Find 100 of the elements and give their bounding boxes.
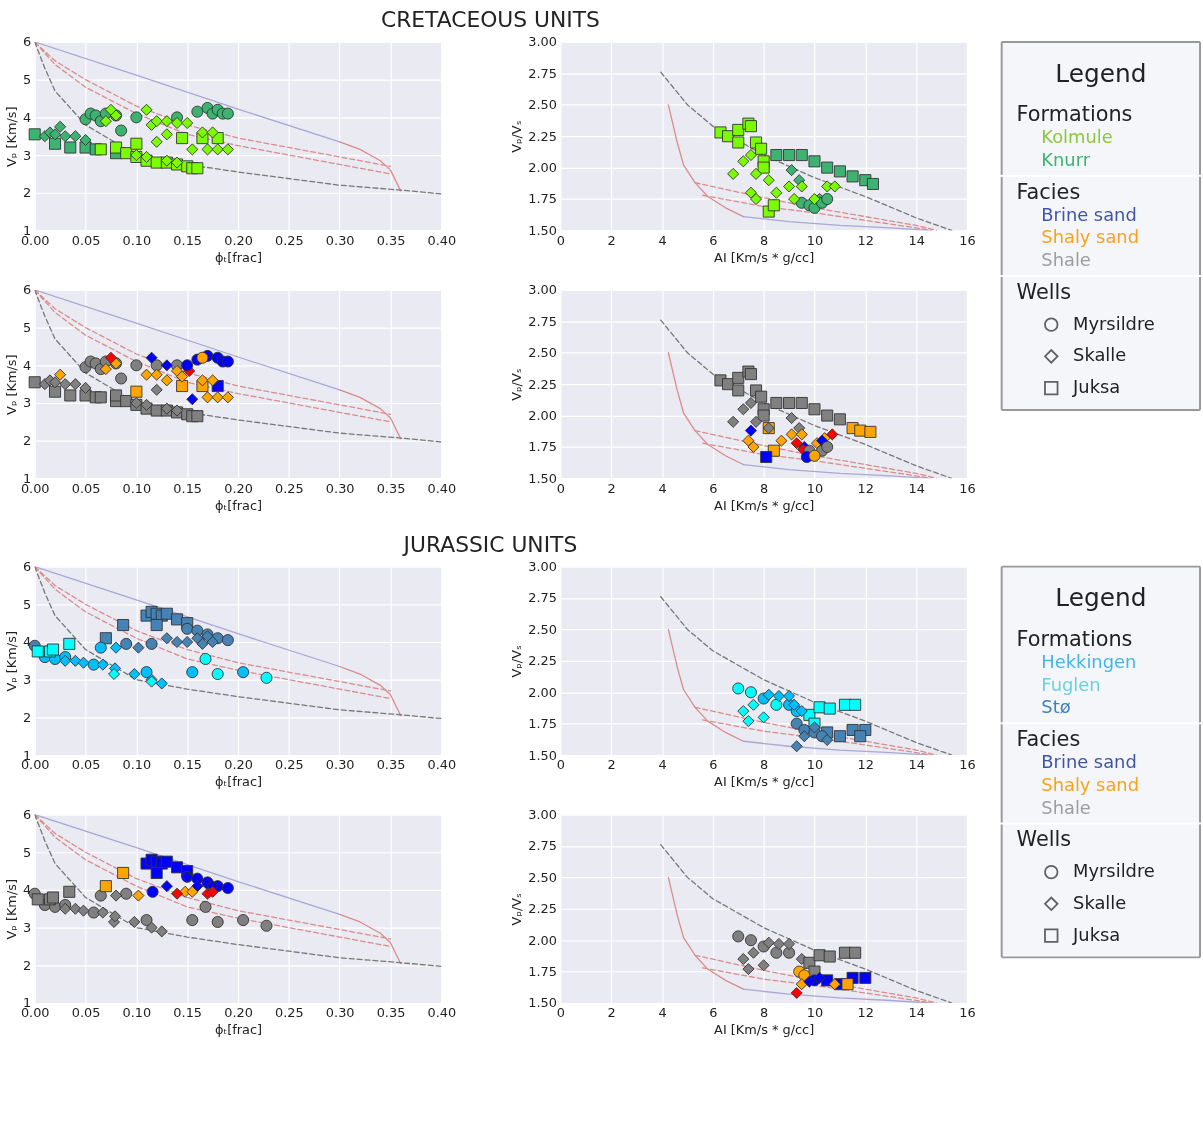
- x-axis-title: AI [Km/s * g/cc]: [714, 497, 815, 513]
- y-tick-label: 4: [23, 109, 32, 125]
- y-tick-label: 3: [23, 147, 32, 163]
- legend-label: Kolmule: [1041, 126, 1113, 148]
- legend-label: Skalle: [1073, 344, 1127, 366]
- y-tick-label: 2.00: [528, 684, 557, 700]
- y-tick-label: 1.50: [528, 222, 557, 238]
- legend-label: Shaly sand: [1041, 773, 1139, 795]
- y-tick-label: 1.75: [528, 439, 557, 455]
- x-tick-label: 0.30: [325, 757, 355, 773]
- y-tick-label: 3.00: [528, 807, 557, 823]
- x-tick-label: 12: [857, 232, 874, 248]
- text: Legend: [1055, 58, 1147, 88]
- y-tick-label: 1.75: [528, 964, 557, 980]
- y-tick-label: 2.50: [528, 345, 557, 361]
- x-tick-label: 0: [556, 232, 565, 248]
- y-tick-label: 2.75: [528, 838, 557, 854]
- y-tick-label: 6: [23, 282, 32, 298]
- x-tick-label: 2: [607, 480, 616, 496]
- x-tick-label: 0.35: [376, 232, 406, 248]
- y-tick-label: 1.75: [528, 716, 557, 732]
- x-tick-label: 4: [658, 757, 667, 773]
- y-tick-label: 2.25: [528, 901, 557, 917]
- y-tick-label: 5: [23, 72, 32, 88]
- x-tick-label: 0.25: [275, 480, 304, 496]
- text: Formations: [1016, 626, 1133, 651]
- x-tick-label: 0.35: [376, 757, 406, 773]
- y-tick-label: 5: [23, 596, 32, 612]
- x-tick-label: 0.10: [122, 232, 152, 248]
- y-tick-label: 2: [23, 433, 32, 449]
- x-axis-title: ϕₜ[frac]: [214, 249, 263, 265]
- x-tick-label: 4: [658, 480, 667, 496]
- legend-label: Brine sand: [1041, 203, 1137, 225]
- x-tick-label: 0.20: [224, 1005, 253, 1021]
- y-tick-label: 3.00: [528, 34, 557, 50]
- y-tick-label: 1.50: [528, 995, 557, 1011]
- x-tick-label: 14: [908, 757, 925, 773]
- y-tick-label: 2.00: [528, 408, 557, 424]
- x-tick-label: 6: [709, 232, 718, 248]
- x-tick-label: 6: [709, 480, 718, 496]
- x-axis-title: ϕₜ[frac]: [214, 774, 263, 790]
- y-tick-label: 2.50: [528, 97, 557, 113]
- x-tick-label: 10: [806, 480, 824, 496]
- x-tick-label: 2: [607, 1005, 616, 1021]
- x-tick-label: 8: [760, 1005, 769, 1021]
- x-tick-label: 0.40: [427, 1005, 457, 1021]
- y-tick-label: 2.00: [528, 160, 557, 176]
- y-tick-label: 3: [23, 395, 32, 411]
- y-tick-label: 2: [23, 185, 32, 201]
- y-axis-title: Vₚ [Km/s]: [4, 354, 20, 415]
- y-tick-label: 2.75: [528, 65, 557, 81]
- legend-label: Myrsildre: [1073, 860, 1155, 882]
- text: CRETACEOUS UNITS: [380, 7, 600, 33]
- x-axis-title: AI [Km/s * g/cc]: [714, 774, 815, 790]
- legend-label: Myrsildre: [1073, 312, 1155, 334]
- y-tick-label: 1.50: [528, 747, 557, 763]
- x-tick-label: 16: [959, 232, 976, 248]
- legend-label: Fuglen: [1041, 673, 1101, 695]
- x-tick-label: 0.10: [122, 757, 152, 773]
- x-tick-label: 0.25: [275, 232, 304, 248]
- x-tick-label: 0.25: [275, 1005, 304, 1021]
- x-tick-label: 2: [607, 757, 616, 773]
- y-axis-title: Vₚ [Km/s]: [4, 106, 20, 167]
- text: Facies: [1016, 727, 1081, 752]
- legend-label: Juksa: [1072, 376, 1121, 398]
- x-tick-label: 0.05: [71, 480, 101, 496]
- x-tick-label: 2: [607, 232, 616, 248]
- x-tick-label: 4: [658, 1005, 667, 1021]
- x-tick-label: 0.15: [173, 1005, 203, 1021]
- y-axis-title: Vₚ/Vₛ: [509, 892, 525, 926]
- y-tick-label: 1.75: [528, 191, 557, 207]
- x-tick-label: 0.20: [224, 757, 253, 773]
- y-tick-label: 2.25: [528, 653, 557, 669]
- y-axis-title: Vₚ [Km/s]: [4, 879, 20, 940]
- legend-label: Skalle: [1073, 891, 1127, 913]
- x-tick-label: 6: [709, 1005, 718, 1021]
- y-tick-label: 4: [23, 634, 32, 650]
- x-axis-title: AI [Km/s * g/cc]: [714, 1022, 815, 1038]
- x-axis-title: ϕₜ[frac]: [214, 497, 263, 513]
- x-tick-label: 8: [760, 232, 769, 248]
- y-tick-label: 2.25: [528, 128, 557, 144]
- x-tick-label: 6: [709, 757, 718, 773]
- y-tick-label: 3: [23, 672, 32, 688]
- x-tick-label: 0.40: [427, 757, 457, 773]
- x-tick-label: 0: [556, 480, 565, 496]
- x-tick-label: 0.35: [376, 1005, 406, 1021]
- y-tick-label: 2: [23, 709, 32, 725]
- x-tick-label: 0.20: [224, 232, 253, 248]
- x-tick-label: 0.30: [325, 480, 355, 496]
- x-tick-label: 0.40: [427, 480, 457, 496]
- text: JURASSIC UNITS: [401, 531, 578, 557]
- y-tick-label: 5: [23, 844, 32, 860]
- x-tick-label: 8: [760, 757, 769, 773]
- x-axis-title: ϕₜ[frac]: [214, 1022, 263, 1038]
- x-tick-label: 4: [658, 232, 667, 248]
- legend-label: Stø: [1041, 696, 1071, 718]
- y-tick-label: 4: [23, 357, 32, 373]
- x-tick-label: 8: [760, 480, 769, 496]
- y-tick-label: 2.75: [528, 590, 557, 606]
- text: Wells: [1016, 279, 1072, 304]
